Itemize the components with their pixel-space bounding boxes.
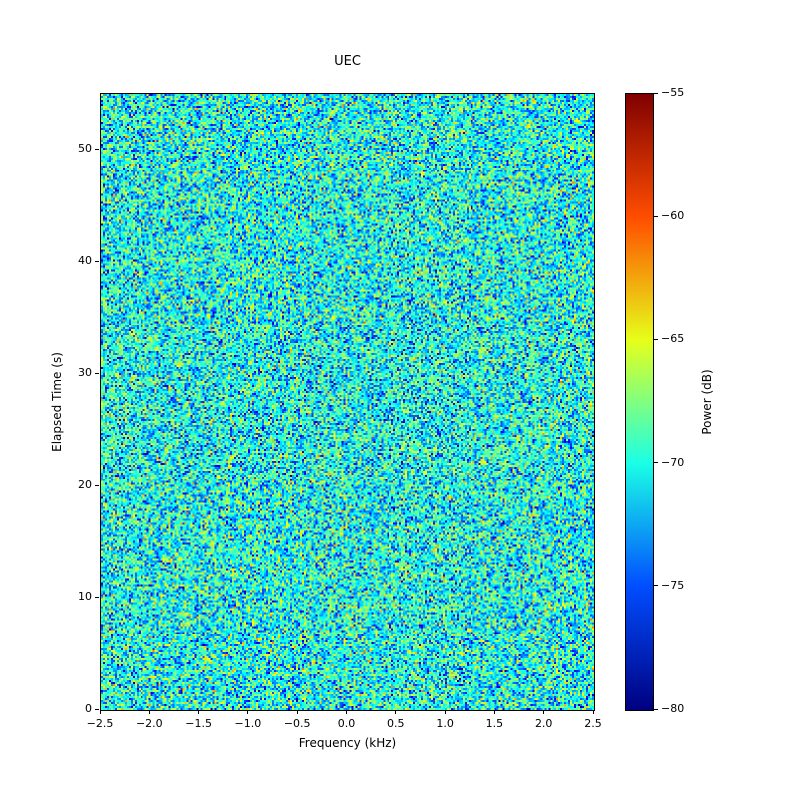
x-tick-mark bbox=[346, 710, 347, 714]
y-tick-mark bbox=[95, 597, 99, 598]
y-tick-mark bbox=[95, 373, 99, 374]
colorbar-tick-mark bbox=[654, 585, 658, 586]
x-tick-label: 2.0 bbox=[524, 717, 564, 731]
figure-title: UEC bbox=[100, 52, 595, 71]
y-tick-label: 20 bbox=[56, 478, 92, 492]
x-tick-label: 1.5 bbox=[474, 717, 514, 731]
x-tick-label: −2.0 bbox=[129, 717, 169, 731]
colorbar-tick-mark bbox=[654, 339, 658, 340]
x-tick-label: −0.5 bbox=[277, 717, 317, 731]
colorbar-tick-label: −70 bbox=[661, 456, 695, 470]
x-tick-label: 1.0 bbox=[425, 717, 465, 731]
x-tick-label: 0.5 bbox=[376, 717, 416, 731]
x-tick-mark bbox=[100, 710, 101, 714]
y-tick-label: 0 bbox=[56, 702, 92, 716]
x-tick-label: −2.5 bbox=[80, 717, 120, 731]
x-tick-label: 2.5 bbox=[573, 717, 613, 731]
x-tick-mark bbox=[247, 710, 248, 714]
x-tick-label: −1.0 bbox=[228, 717, 268, 731]
x-tick-mark bbox=[395, 710, 396, 714]
colorbar-tick-mark bbox=[654, 93, 658, 94]
x-tick-mark bbox=[297, 710, 298, 714]
x-tick-label: 0.0 bbox=[327, 717, 367, 731]
plot-area bbox=[100, 93, 595, 711]
y-tick-mark bbox=[95, 261, 99, 262]
colorbar bbox=[625, 93, 654, 711]
x-axis-label: Frequency (kHz) bbox=[100, 736, 595, 750]
colorbar-tick-mark bbox=[654, 462, 658, 463]
y-tick-mark bbox=[95, 149, 99, 150]
y-tick-label: 50 bbox=[56, 142, 92, 156]
y-tick-label: 40 bbox=[56, 254, 92, 268]
x-tick-mark bbox=[593, 710, 594, 714]
x-tick-mark bbox=[198, 710, 199, 714]
y-tick-label: 10 bbox=[56, 590, 92, 604]
colorbar-tick-label: −60 bbox=[661, 209, 695, 223]
x-tick-mark bbox=[543, 710, 544, 714]
y-tick-label: 30 bbox=[56, 366, 92, 380]
colorbar-tick-mark bbox=[654, 709, 658, 710]
colorbar-tick-label: −75 bbox=[661, 579, 695, 593]
colorbar-tick-label: −55 bbox=[661, 86, 695, 100]
y-tick-mark bbox=[95, 485, 99, 486]
spectrogram-figure: UEC Center freq. (MHz) : 109.300000 Star… bbox=[0, 0, 800, 800]
x-tick-mark bbox=[149, 710, 150, 714]
x-tick-label: −1.5 bbox=[179, 717, 219, 731]
colorbar-tick-label: −65 bbox=[661, 332, 695, 346]
colorbar-axis-label: Power (dB) bbox=[700, 369, 714, 434]
x-tick-mark bbox=[445, 710, 446, 714]
colorbar-tick-label: −80 bbox=[661, 702, 695, 716]
x-tick-mark bbox=[494, 710, 495, 714]
y-tick-mark bbox=[95, 709, 99, 710]
spectrogram-heatmap bbox=[101, 94, 594, 710]
colorbar-tick-mark bbox=[654, 216, 658, 217]
